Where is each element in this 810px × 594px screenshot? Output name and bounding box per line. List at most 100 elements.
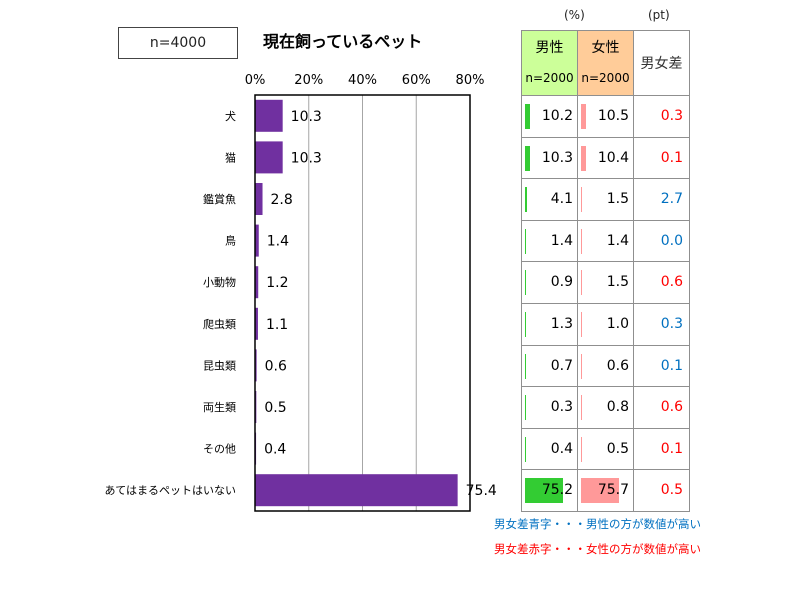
- male-cell: 10.3: [521, 136, 578, 180]
- data-label: 2.8: [271, 192, 293, 208]
- male-cell: 10.2: [521, 95, 578, 138]
- male-bar: [525, 270, 526, 296]
- male-cell: 0.4: [521, 427, 578, 471]
- female-cell: 0.8: [577, 386, 634, 429]
- category-label: 小動物: [203, 275, 236, 289]
- table-row: 10.3 10.4 0.1: [521, 136, 690, 180]
- female-bar: [581, 104, 587, 129]
- female-cell: 10.4: [577, 136, 634, 180]
- female-cell: 75.7: [577, 469, 634, 512]
- x-tick-label: 80%: [456, 73, 485, 88]
- male-value: 75.2: [541, 482, 573, 499]
- female-bar: [581, 353, 582, 379]
- table-row: 1.4 1.4 0.0: [521, 219, 690, 263]
- female-bar: [581, 478, 619, 504]
- male-value: 1.4: [550, 232, 573, 249]
- male-cell: 4.1: [521, 178, 578, 221]
- diff-header: 男女差: [633, 30, 690, 96]
- male-value: 4.1: [550, 191, 573, 208]
- diff-value: 0.5: [660, 482, 683, 499]
- category-label: 両生類: [203, 400, 236, 414]
- bar: [255, 141, 283, 174]
- x-tick-label: 60%: [402, 73, 431, 88]
- male-cell: 1.4: [521, 219, 578, 263]
- male-cell: 0.7: [521, 344, 578, 388]
- female-bar: [581, 436, 582, 462]
- diff-value: 0.6: [660, 274, 683, 291]
- bar: [255, 349, 257, 382]
- category-label: 爬虫類: [203, 318, 236, 331]
- category-label: 猫: [225, 151, 236, 164]
- male-value: 0.4: [550, 440, 573, 457]
- male-cell: 0.9: [521, 261, 578, 304]
- table-row: 75.2 75.7 0.5: [521, 469, 690, 512]
- female-cell: 1.0: [577, 302, 634, 346]
- bar-chart: 0% 20% 40% 60% 80% 犬 10.3 猫 10.3 鑑賞魚 2.8 鳥 1.4 小動物 1.2…: [104, 73, 497, 512]
- male-cell: 75.2: [521, 469, 578, 512]
- male-bar: [525, 187, 528, 213]
- data-label: 10.3: [291, 109, 322, 125]
- female-bar: [581, 395, 582, 421]
- female-value: 10.5: [597, 108, 629, 124]
- male-bar: [525, 145, 531, 171]
- table-row: 10.2 10.5 0.3: [521, 95, 690, 138]
- diff-cell: 0.1: [633, 136, 690, 180]
- data-label: 0.5: [264, 400, 286, 416]
- male-bar: [525, 104, 531, 129]
- diff-value: 0.1: [660, 357, 683, 374]
- female-cell: 1.5: [577, 178, 634, 221]
- data-label: 75.4: [466, 483, 497, 499]
- female-bar: [581, 228, 582, 254]
- diff-cell: 0.3: [633, 302, 690, 346]
- unit-pt-label: (pt): [648, 8, 670, 22]
- diff-cell: 0.6: [633, 261, 690, 304]
- category-label: 犬: [225, 109, 236, 123]
- female-value: 1.0: [606, 315, 629, 332]
- female-bar: [581, 311, 582, 337]
- category-label: あてはまるペットはいない: [104, 484, 236, 497]
- female-value: 10.4: [597, 149, 629, 166]
- table-row: 0.7 0.6 0.1: [521, 344, 690, 388]
- female-value: 0.8: [606, 399, 629, 416]
- table-row: 0.9 1.5 0.6: [521, 261, 690, 304]
- female-cell: 1.4: [577, 219, 634, 263]
- female-cell: 0.6: [577, 344, 634, 388]
- gender-table: 男性 n=2000 女性 n=2000 男女差 10.2 10.5 0.3 10.3 1…: [521, 30, 690, 512]
- diff-value: 0.6: [660, 399, 683, 416]
- male-bar: [525, 228, 526, 254]
- female-bar: [581, 187, 582, 213]
- male-bar: [525, 436, 526, 462]
- x-tick-label: 20%: [294, 73, 323, 88]
- bar: [255, 307, 258, 340]
- category-label: その他: [203, 443, 236, 456]
- male-cell: 0.3: [521, 386, 578, 429]
- female-bar: [581, 145, 587, 171]
- diff-cell: 2.7: [633, 178, 690, 221]
- chart-title: 現在飼っているペット: [263, 32, 423, 51]
- plot-frame: [254, 94, 471, 512]
- data-label: 10.3: [291, 150, 322, 166]
- female-value: 1.4: [606, 232, 629, 249]
- male-value: 10.2: [541, 108, 573, 124]
- table-row: 4.1 1.5 2.7: [521, 178, 690, 221]
- diff-cell: 0.1: [633, 344, 690, 388]
- diff-value: 0.1: [660, 440, 683, 457]
- female-header: 女性 n=2000: [577, 30, 634, 96]
- female-n-label: n=2000: [581, 71, 630, 85]
- category-label: 鳥: [225, 234, 236, 248]
- data-label: 0.4: [264, 442, 286, 458]
- diff-cell: 0.6: [633, 386, 690, 429]
- data-label: 0.6: [265, 358, 287, 374]
- table-row: 1.3 1.0 0.3: [521, 302, 690, 346]
- male-cell: 1.3: [521, 302, 578, 346]
- female-header-label: 女性: [591, 40, 620, 56]
- category-label: 鑑賞魚: [203, 192, 236, 206]
- male-value: 0.7: [550, 357, 573, 374]
- female-cell: 1.5: [577, 261, 634, 304]
- diff-value: 0.3: [660, 108, 683, 124]
- table-row: 0.3 0.8 0.6: [521, 386, 690, 429]
- female-value: 0.6: [606, 357, 629, 374]
- male-bar: [525, 395, 526, 421]
- x-tick-label: 0%: [245, 73, 266, 88]
- female-value: 75.7: [597, 482, 629, 499]
